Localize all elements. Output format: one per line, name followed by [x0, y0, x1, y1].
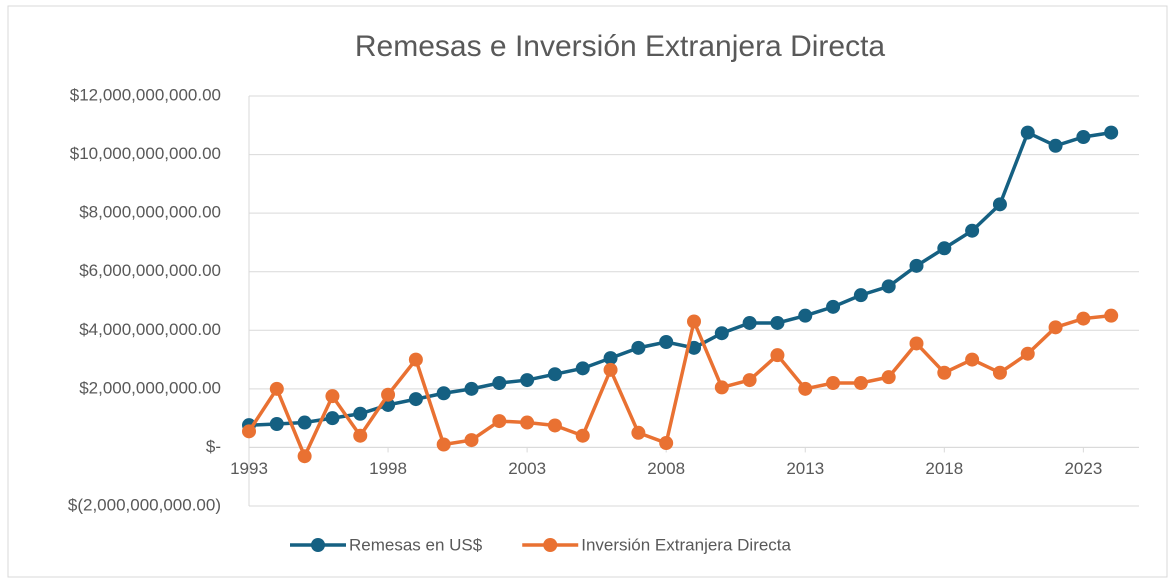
- y-tick-label: $12,000,000,000.00: [70, 85, 221, 104]
- point: [575, 428, 590, 443]
- point: [826, 299, 841, 314]
- point: [269, 417, 284, 431]
- point: [269, 381, 284, 396]
- point: [826, 376, 841, 390]
- point: [659, 335, 674, 349]
- point: [464, 433, 479, 448]
- point: [408, 392, 423, 407]
- point: [742, 315, 757, 330]
- point: [853, 376, 868, 390]
- y-tick-label: $4,000,000,000.00: [79, 320, 221, 339]
- legend-label: Inversión Extranjera Directa: [581, 535, 791, 554]
- point: [436, 386, 451, 401]
- y-tick-label: $-: [206, 437, 221, 456]
- point: [436, 437, 451, 452]
- point: [742, 373, 757, 388]
- point: [603, 362, 618, 377]
- point: [798, 308, 813, 323]
- point: [353, 406, 368, 421]
- point: [714, 380, 729, 395]
- chart-frame: [7, 5, 1168, 578]
- point: [853, 288, 868, 303]
- chart-title: Remesas e Inversión Extranjera Directa: [355, 30, 886, 63]
- y-tick-label: $8,000,000,000.00: [79, 203, 221, 222]
- point: [992, 365, 1007, 380]
- point: [547, 418, 562, 433]
- x-tick-label: 1998: [369, 459, 407, 478]
- point: [1048, 320, 1063, 335]
- x-tick-label: 2018: [925, 459, 963, 478]
- point: [798, 381, 813, 396]
- point: [325, 389, 340, 404]
- point: [325, 411, 340, 426]
- legend-label: Remesas en US$: [349, 535, 483, 554]
- x-tick-label: 1993: [230, 459, 268, 478]
- legend-marker: [311, 538, 325, 552]
- point: [1020, 125, 1035, 140]
- point: [1048, 138, 1063, 153]
- point: [520, 415, 535, 430]
- point: [992, 197, 1007, 212]
- point: [1076, 130, 1091, 144]
- point: [881, 279, 896, 294]
- point: [1076, 311, 1091, 326]
- point: [547, 367, 562, 382]
- point: [492, 414, 507, 429]
- point: [937, 241, 952, 256]
- point: [408, 352, 423, 367]
- point: [881, 370, 896, 385]
- y-tick-label: $10,000,000,000.00: [70, 144, 221, 163]
- x-tick-label: 2013: [786, 459, 824, 478]
- y-tick-label: $(2,000,000,000.00): [68, 495, 221, 514]
- point: [770, 348, 785, 363]
- point: [687, 314, 701, 329]
- point: [659, 436, 674, 451]
- point: [603, 351, 618, 366]
- point: [965, 223, 980, 238]
- x-tick-label: 2003: [508, 459, 546, 478]
- point: [575, 361, 590, 376]
- point: [631, 340, 646, 355]
- point: [631, 425, 646, 440]
- point: [1020, 346, 1035, 361]
- point: [297, 415, 312, 430]
- x-tick-label: 2008: [647, 459, 685, 478]
- point: [297, 449, 312, 464]
- point: [965, 352, 980, 367]
- point: [492, 376, 507, 390]
- point: [1104, 308, 1119, 323]
- y-tick-label: $6,000,000,000.00: [79, 261, 221, 280]
- point: [909, 258, 924, 273]
- point: [909, 336, 924, 351]
- point: [770, 315, 785, 330]
- point: [937, 365, 952, 380]
- point: [1104, 125, 1119, 140]
- legend-marker: [543, 538, 558, 552]
- point: [520, 373, 535, 388]
- x-tick-label: 2023: [1064, 459, 1102, 478]
- point: [464, 381, 479, 396]
- point: [714, 326, 729, 341]
- point: [353, 428, 368, 443]
- y-tick-label: $2,000,000,000.00: [79, 378, 221, 397]
- point: [242, 424, 256, 439]
- point: [381, 387, 396, 402]
